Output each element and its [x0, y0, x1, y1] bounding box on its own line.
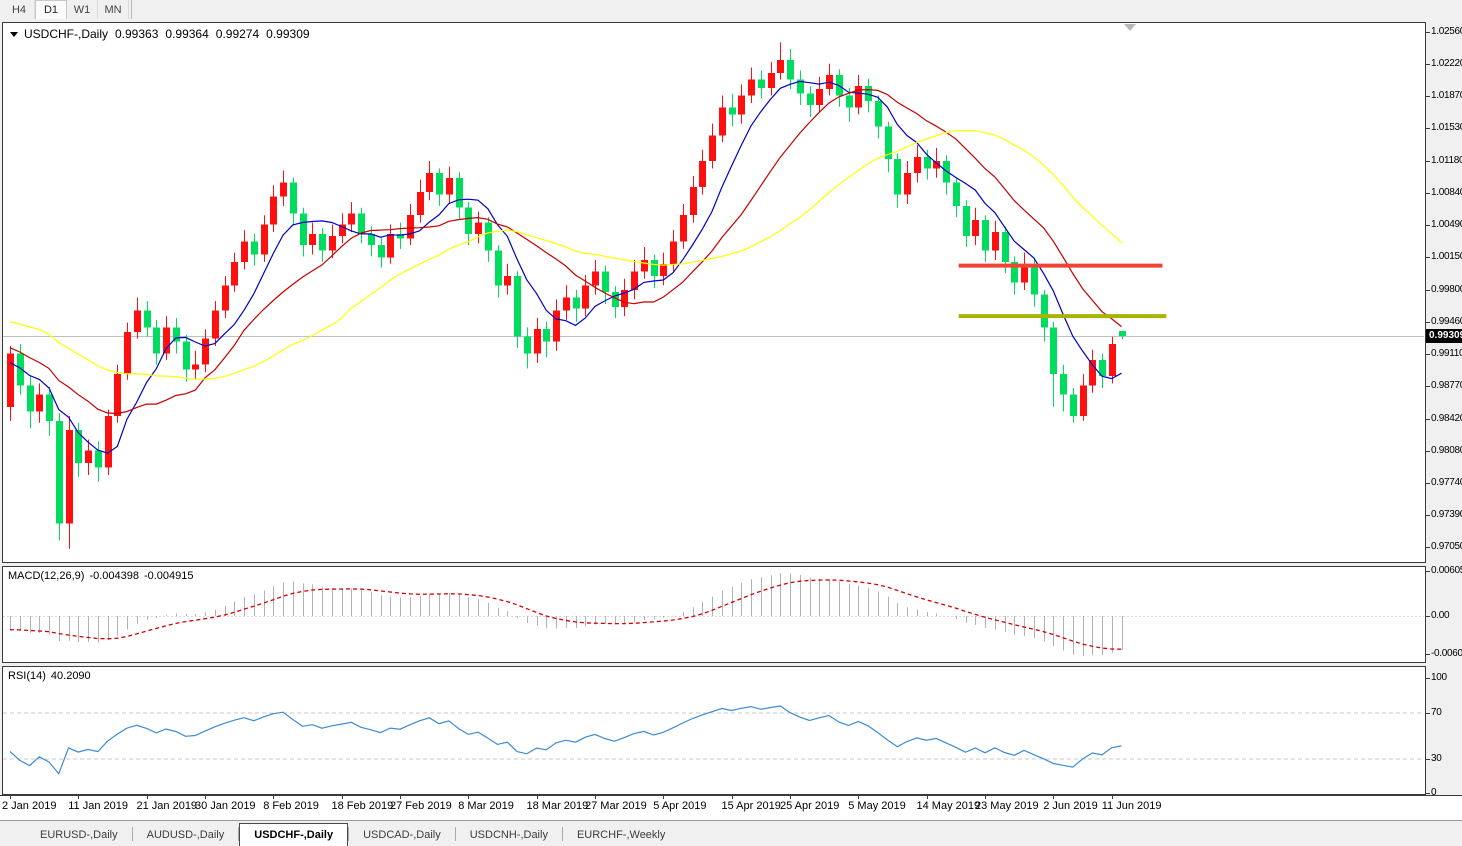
rsi-axis-label: 0 [1431, 787, 1437, 798]
macd-axis-label: -0.006096 [1431, 648, 1462, 659]
date-axis-label: 21 Jan 2019 [136, 800, 198, 812]
macd-panel[interactable] [2, 566, 1426, 663]
date-axis-label: 25 Apr 2019 [780, 800, 840, 812]
price-axis-label: 1.00150 [1431, 251, 1462, 263]
price-axis-label: 0.99460 [1431, 315, 1462, 327]
rsi-axis-label: 70 [1431, 706, 1442, 718]
price-axis-label: 1.00840 [1431, 186, 1462, 198]
tab-separator [454, 827, 456, 841]
ohlc-low: 0.99274 [215, 27, 260, 41]
price-axis-label: 0.98420 [1431, 412, 1462, 424]
date-axis-label: 2 Jan 2019 [2, 800, 57, 812]
rsi-axis-label: 30 [1431, 752, 1442, 764]
price-axis-label: 0.98080 [1431, 444, 1462, 456]
symbol-label: USDCHF-,Daily [24, 27, 108, 41]
rsi-axis-label: 100 [1431, 672, 1447, 683]
macd-signal-value: -0.004915 [143, 570, 194, 582]
chart-tab-eurusd[interactable]: EURUSD-,Daily [40, 829, 118, 841]
date-axis-label: 5 May 2019 [848, 800, 906, 812]
rsi-indicator-label: RSI(14) 40.2090 [8, 670, 96, 682]
timeframe-button-mn[interactable]: MN [98, 0, 129, 19]
macd-axis-label: 0.00 [1431, 610, 1450, 621]
panel-divider[interactable] [2, 563, 1426, 566]
ohlc-close: 0.99309 [266, 27, 310, 41]
price-axis-label: 1.01530 [1431, 122, 1462, 134]
date-axis-label: 5 Apr 2019 [653, 800, 707, 812]
date-axis[interactable] [0, 795, 1462, 820]
timeframe-button-d1[interactable]: D1 [35, 0, 67, 19]
price-axis-label: 1.00490 [1431, 219, 1462, 231]
price-axis-label: 1.01870 [1431, 90, 1462, 102]
chart-dropdown-arrow-icon[interactable] [10, 32, 18, 37]
tab-separator [131, 827, 133, 841]
chart-title: USDCHF-,Daily 0.99363 0.99364 0.99274 0.9930… [10, 27, 310, 41]
macd-name: MACD(12,26,9) [8, 570, 85, 582]
price-axis-label: 1.02560 [1431, 26, 1462, 37]
chart-shift-triangle-icon[interactable] [1124, 24, 1136, 31]
price-axis-label: 1.02220 [1431, 57, 1462, 69]
date-axis-label: 18 Mar 2019 [526, 800, 589, 812]
timeframe-button-h4[interactable]: H4 [4, 0, 35, 19]
chart-tab-usdchf[interactable]: USDCHF-,Daily [239, 823, 349, 846]
date-axis-label: 8 Feb 2019 [263, 800, 319, 812]
rsi-panel[interactable] [2, 666, 1426, 795]
price-axis-label: 0.97390 [1431, 509, 1462, 521]
timeframe-button-w1[interactable]: W1 [67, 0, 98, 19]
price-axis-label: 0.97050 [1431, 541, 1462, 552]
ohlc-open: 0.99363 [115, 27, 159, 41]
macd-main-value: -0.004398 [89, 570, 139, 582]
price-axis-label: 0.99800 [1431, 283, 1462, 295]
chart-tab-usdcnh[interactable]: USDCNH-,Daily [469, 829, 548, 841]
date-axis-label: 30 Jan 2019 [195, 800, 256, 812]
date-axis-label: 14 May 2019 [916, 800, 981, 812]
tab-separator [561, 827, 563, 841]
tab-separator [238, 827, 240, 841]
date-axis-label: 27 Feb 2019 [390, 800, 452, 812]
date-axis-label: 11 Jan 2019 [68, 800, 128, 812]
current-price-tag: 0.99309 [1426, 328, 1462, 343]
rsi-name: RSI(14) [8, 670, 46, 682]
price-axis-label: 0.98770 [1431, 380, 1462, 392]
date-axis-label: 15 Apr 2019 [721, 800, 781, 812]
date-axis-label: 18 Feb 2019 [331, 800, 394, 812]
main-chart-panel[interactable] [2, 22, 1426, 563]
macd-indicator-label: MACD(12,26,9) -0.004398 -0.004915 [8, 570, 199, 582]
tab-separator [348, 827, 350, 841]
date-axis-label: 11 Jun 2019 [1101, 800, 1162, 812]
timeframe-toolbar: H4 D1 W1 MN [0, 0, 1462, 19]
price-axis-label: 1.01180 [1431, 154, 1462, 166]
date-axis-label: 8 Mar 2019 [458, 800, 514, 812]
rsi-current-value: 40.2090 [50, 670, 91, 682]
panel-divider[interactable] [2, 663, 1426, 666]
date-axis-label: 27 Mar 2019 [585, 800, 647, 812]
chart-tab-eurchf[interactable]: EURCHF-,Weekly [576, 829, 666, 841]
date-axis-label: 23 May 2019 [975, 800, 1039, 812]
chart-tab-usdcad[interactable]: USDCAD-,Daily [363, 829, 441, 841]
date-axis-label: 2 Jun 2019 [1043, 800, 1098, 812]
macd-axis-label: 0.006058 [1431, 565, 1462, 576]
ohlc-high: 0.99364 [165, 27, 209, 41]
toolbar-separator [131, 0, 132, 19]
price-axis-label: 0.99110 [1431, 348, 1462, 360]
chart-tab-audusd[interactable]: AUDUSD-,Daily [146, 829, 225, 841]
price-axis-label: 0.97740 [1431, 476, 1462, 488]
symbol-tab-bar: EURUSD-,Daily AUDUSD-,Daily USDCHF-,Daily U… [0, 820, 1462, 846]
